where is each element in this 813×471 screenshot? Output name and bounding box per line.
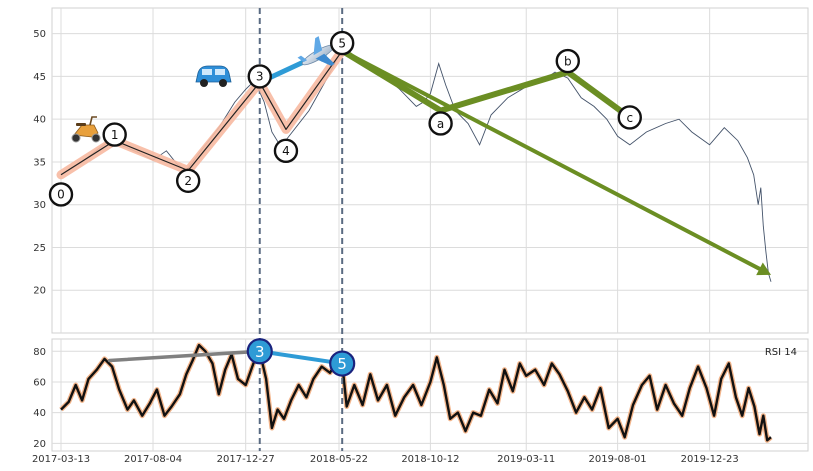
rsi-y-tick-label: 40 bbox=[33, 408, 46, 419]
wave-label-marker bbox=[48, 182, 74, 207]
price-y-tick-label: 40 bbox=[33, 115, 46, 126]
scooter-icon bbox=[71, 116, 101, 143]
car-body bbox=[195, 65, 232, 83]
wave-label-marker bbox=[175, 168, 201, 193]
x-tick-label: 2017-08-04 bbox=[124, 454, 182, 465]
scooter-wheel-back bbox=[71, 133, 81, 143]
x-tick-label: 2018-10-12 bbox=[401, 454, 459, 465]
price-y-tick-label: 25 bbox=[33, 243, 46, 254]
car-icon bbox=[195, 65, 232, 87]
rsi-trend-line bbox=[107, 349, 262, 363]
price-y-tick-label: 30 bbox=[33, 200, 46, 211]
impulse-wave-line bbox=[60, 50, 343, 176]
price-y-tick-label: 35 bbox=[33, 157, 46, 168]
wave-label-0: 0 bbox=[57, 188, 65, 202]
wave-label-marker bbox=[247, 64, 272, 89]
rsi-y-tick-label: 80 bbox=[33, 347, 46, 358]
rsi-wave-label-marker bbox=[329, 350, 356, 377]
wave-label-b: b bbox=[564, 54, 572, 68]
rsi-series-line bbox=[60, 343, 772, 442]
target-arrow-shaft bbox=[340, 48, 762, 271]
rsi-divergence-line bbox=[257, 349, 345, 366]
rsi-wave-label-5: 5 bbox=[337, 355, 347, 373]
scooter-wheel-front bbox=[91, 133, 101, 143]
x-tick-label: 2017-12-27 bbox=[217, 454, 275, 465]
rsi-y-tick-label: 60 bbox=[33, 377, 46, 388]
wave-label-3: 3 bbox=[256, 70, 264, 84]
car-wheel-back bbox=[200, 79, 208, 87]
x-tick-label: 2017-03-13 bbox=[32, 454, 90, 465]
wave-label-1: 1 bbox=[111, 128, 119, 142]
x-tick-label: 2019-08-01 bbox=[589, 454, 647, 465]
price-y-tick-label: 45 bbox=[33, 72, 46, 83]
wave-label-2: 2 bbox=[184, 174, 192, 188]
car-wheel-front bbox=[219, 79, 227, 87]
airplane-wing-bottom bbox=[315, 53, 335, 66]
rsi-wave-label-marker bbox=[246, 338, 273, 365]
x-tick-label: 2019-03-11 bbox=[497, 454, 555, 465]
correction-wave-line bbox=[339, 47, 633, 121]
wave-label-c: c bbox=[626, 111, 633, 125]
wave-label-marker bbox=[329, 30, 355, 56]
price-y-tick-label: 50 bbox=[33, 29, 46, 40]
price-y-tick-label: 20 bbox=[33, 286, 46, 297]
wave-label-a: a bbox=[437, 117, 444, 131]
wave-label-marker bbox=[555, 48, 580, 74]
airplane-wing-top bbox=[313, 36, 323, 56]
scooter-seat bbox=[76, 123, 86, 126]
airplane-icon bbox=[297, 36, 335, 66]
car-window-right bbox=[215, 69, 225, 75]
wave-label-marker bbox=[617, 105, 642, 130]
wave-label-marker bbox=[428, 111, 453, 136]
x-tick-label: 2018-05-22 bbox=[310, 454, 368, 465]
target-arrow-head bbox=[756, 262, 771, 276]
car-window-left bbox=[202, 69, 212, 75]
rsi-wave-label-3: 3 bbox=[255, 343, 265, 361]
scooter-body bbox=[73, 124, 99, 138]
wave-label-marker bbox=[273, 138, 299, 164]
rsi-label: RSI 14 bbox=[765, 347, 797, 358]
wave-label-5: 5 bbox=[338, 36, 346, 50]
x-tick-label: 2019-12-23 bbox=[681, 454, 739, 465]
wave-label-marker bbox=[102, 122, 127, 147]
wave-label-4: 4 bbox=[282, 144, 290, 158]
airplane-tail bbox=[297, 55, 308, 63]
scooter-handle bbox=[89, 116, 97, 126]
rsi-y-tick-label: 20 bbox=[33, 439, 46, 450]
